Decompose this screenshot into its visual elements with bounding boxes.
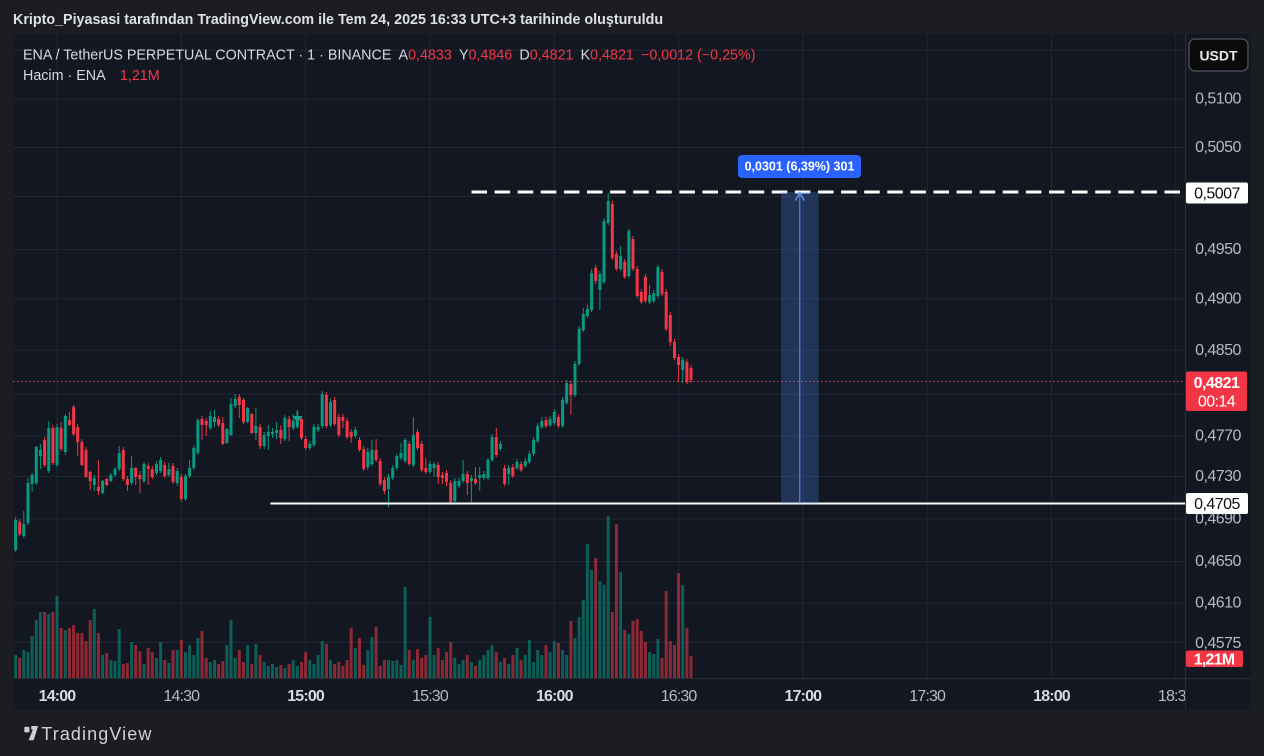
svg-text:14:30: 14:30 bbox=[163, 688, 200, 705]
svg-text:16:00: 16:00 bbox=[536, 688, 574, 705]
svg-text:17:30: 17:30 bbox=[909, 688, 946, 705]
svg-text:0,5007: 0,5007 bbox=[1194, 186, 1240, 203]
svg-text:0,4821: 0,4821 bbox=[1194, 375, 1240, 392]
svg-text:0,4950: 0,4950 bbox=[1195, 241, 1241, 258]
svg-text:15:30: 15:30 bbox=[412, 688, 449, 705]
svg-text:Kripto_Piyasasi tarafından Tra: Kripto_Piyasasi tarafından TradingView.c… bbox=[13, 12, 663, 28]
svg-text:ENA / TetherUS PERPETUAL CONTR: ENA / TetherUS PERPETUAL CONTRACT · 1 · … bbox=[23, 48, 755, 64]
svg-text:16:30: 16:30 bbox=[661, 688, 698, 705]
svg-text:0,4610: 0,4610 bbox=[1195, 595, 1241, 612]
svg-text:Hacim · ENA 1,21M: Hacim · ENA 1,21M bbox=[23, 68, 160, 84]
svg-text:TradingView: TradingView bbox=[41, 724, 152, 744]
svg-text:0,4575: 0,4575 bbox=[1195, 635, 1241, 652]
svg-text:14:00: 14:00 bbox=[39, 688, 77, 705]
svg-text:0,5100: 0,5100 bbox=[1195, 91, 1241, 108]
svg-text:18:30: 18:30 bbox=[1158, 688, 1195, 705]
svg-text:0,0301 (6,39%) 301: 0,0301 (6,39%) 301 bbox=[745, 160, 855, 174]
svg-text:15:00: 15:00 bbox=[287, 688, 325, 705]
svg-text:0,4770: 0,4770 bbox=[1195, 427, 1241, 444]
svg-text:0,4690: 0,4690 bbox=[1195, 511, 1241, 528]
svg-text:1,21M: 1,21M bbox=[1194, 652, 1235, 669]
svg-text:00:14: 00:14 bbox=[1198, 394, 1236, 411]
svg-text:0,5050: 0,5050 bbox=[1195, 139, 1241, 156]
svg-text:USDT: USDT bbox=[1199, 48, 1238, 64]
svg-text:0,4900: 0,4900 bbox=[1195, 290, 1241, 307]
svg-text:0,4850: 0,4850 bbox=[1195, 342, 1241, 359]
svg-text:0,4705: 0,4705 bbox=[1194, 496, 1240, 513]
svg-text:0,4730: 0,4730 bbox=[1195, 468, 1241, 485]
svg-text:0,4650: 0,4650 bbox=[1195, 553, 1241, 570]
svg-text:17:00: 17:00 bbox=[785, 688, 823, 705]
svg-text:18:00: 18:00 bbox=[1033, 688, 1071, 705]
